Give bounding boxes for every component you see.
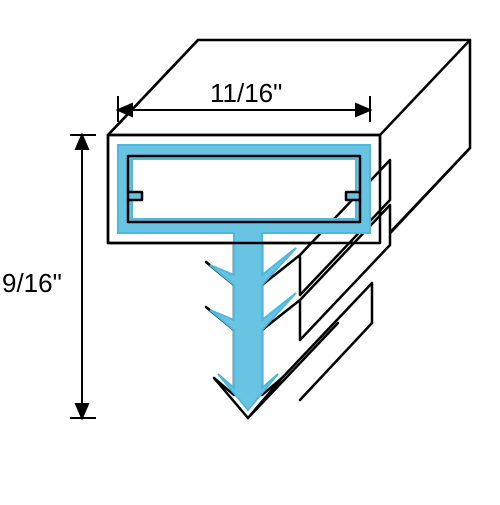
profile-svg xyxy=(0,0,500,500)
height-dimension-label: 9/16" xyxy=(2,268,62,299)
width-dimension-label: 11/16" xyxy=(210,78,282,109)
gasket-profile-diagram: 11/16" 9/16" xyxy=(0,0,500,500)
